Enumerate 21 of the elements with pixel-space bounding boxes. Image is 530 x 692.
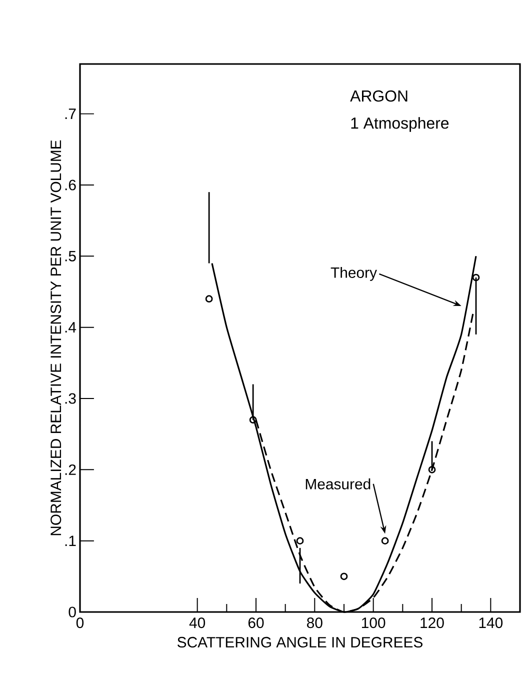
annotation: ARGON: [350, 90, 408, 102]
y-tick-label: .3: [65, 393, 76, 404]
x-tick-label: 0: [76, 618, 84, 628]
x-axis-title: SCATTERING ANGLE IN DEGREES: [178, 636, 422, 648]
x-tick-label: 60: [248, 618, 264, 628]
x-tick-label: 140: [479, 618, 503, 628]
annotation: 1 Atmosphere: [351, 117, 449, 132]
y-tick-label: .1: [65, 536, 76, 546]
y-tick-label: 0: [68, 606, 76, 618]
y-tick-label: .5: [65, 250, 76, 262]
y-tick-label: .7: [65, 108, 76, 119]
x-tick-label: 80: [307, 618, 322, 628]
x-tick-label: 100: [362, 618, 386, 628]
x-tick-label: 40: [189, 618, 206, 628]
y-axis-title: NORMALIZED RELATIVE INTENSITY PER UNIT VOLUME: [50, 140, 62, 536]
annotation: Measured: [306, 478, 370, 490]
x-tick-label: 120: [420, 618, 444, 628]
y-tick-label: .4: [65, 322, 76, 332]
y-tick-label: .6: [65, 180, 76, 190]
y-tick-label: .2: [65, 464, 76, 475]
annotation: Theory: [330, 266, 377, 281]
